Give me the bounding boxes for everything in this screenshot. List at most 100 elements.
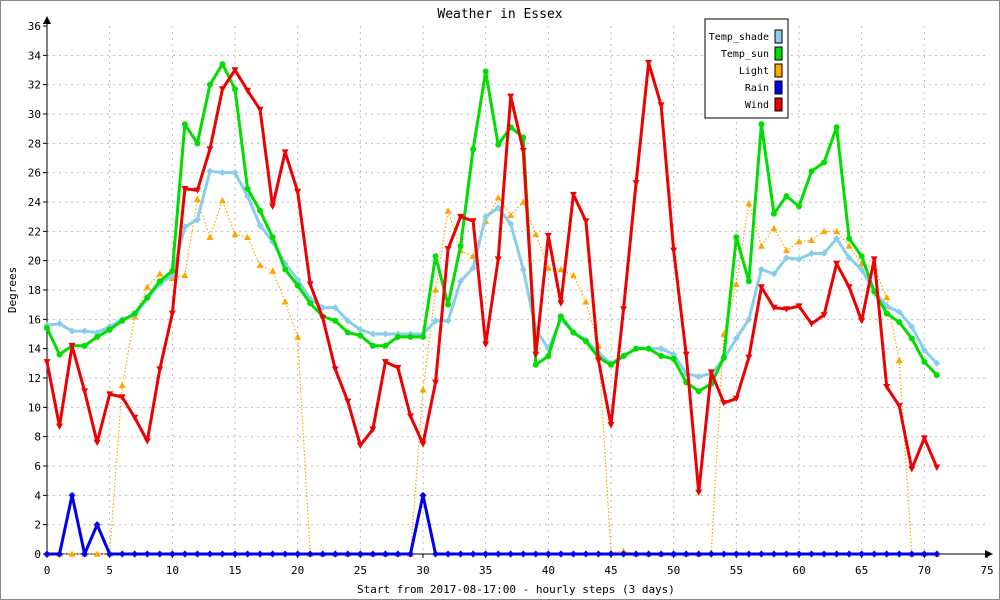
- data-point-wind: [519, 147, 527, 155]
- data-point-rain: [607, 550, 615, 558]
- series-line-wind: [45, 61, 939, 494]
- data-point-wind: [381, 359, 389, 366]
- series-line-light: [47, 197, 937, 555]
- data-point-wind: [883, 384, 891, 391]
- data-point-rain: [68, 491, 76, 499]
- data-point-wind: [306, 281, 314, 288]
- data-point-wind: [231, 67, 239, 74]
- data-point-temp-sun: [219, 61, 226, 68]
- data-point-rain: [707, 550, 715, 558]
- data-point-rain: [770, 550, 778, 558]
- data-point-light: [757, 242, 765, 249]
- data-point-wind: [56, 423, 64, 430]
- data-point-rain: [782, 550, 790, 558]
- data-point-light: [507, 211, 515, 218]
- x-tick-label: 60: [792, 564, 805, 577]
- data-point-wind: [81, 388, 89, 395]
- data-point-wind: [795, 303, 803, 310]
- data-point-temp-shade: [256, 221, 264, 229]
- data-point-temp-sun: [570, 329, 577, 336]
- y-tick-label: 12: [28, 372, 41, 385]
- data-point-wind: [68, 342, 76, 350]
- data-point-temp-sun: [232, 86, 238, 93]
- data-point-wind: [457, 213, 465, 221]
- data-point-light: [494, 194, 502, 201]
- data-point-light: [770, 224, 778, 232]
- data-point-wind: [908, 466, 916, 473]
- data-point-temp-shade: [81, 327, 89, 335]
- data-point-temp-shade: [507, 220, 515, 228]
- data-point-temp-sun: [194, 140, 201, 147]
- data-point-rain: [218, 550, 226, 558]
- y-tick-label: 32: [28, 79, 41, 92]
- data-point-rain: [695, 550, 703, 558]
- data-point-wind: [43, 359, 51, 366]
- x-tick-label: 15: [228, 564, 241, 577]
- data-point-rain: [532, 550, 540, 558]
- data-point-wind: [820, 312, 828, 319]
- data-point-wind: [281, 149, 289, 156]
- y-tick-label: 6: [34, 460, 41, 473]
- data-point-wind: [895, 403, 903, 410]
- data-point-temp-sun: [432, 253, 439, 260]
- y-tick-label: 22: [28, 225, 41, 238]
- data-point-temp-shade: [845, 254, 853, 262]
- data-point-temp-shade: [193, 216, 201, 224]
- data-point-temp-sun: [482, 68, 489, 75]
- data-point-temp-sun: [169, 267, 176, 274]
- data-point-light: [281, 298, 289, 305]
- data-point-wind: [432, 379, 440, 386]
- data-point-rain: [482, 550, 490, 558]
- data-point-temp-shade: [457, 277, 465, 285]
- data-point-rain: [732, 550, 740, 558]
- legend-swatch: [774, 80, 783, 95]
- data-point-wind: [168, 310, 176, 317]
- data-point-temp-shade: [432, 317, 440, 325]
- y-tick-label: 28: [28, 137, 41, 150]
- data-point-temp-sun: [206, 81, 213, 88]
- y-tick-label: 20: [28, 255, 41, 268]
- data-point-wind: [594, 357, 602, 364]
- legend-label: Light: [739, 66, 769, 77]
- x-tick-label: 45: [604, 564, 617, 577]
- data-point-temp-shade: [444, 317, 452, 325]
- data-point-temp-sun: [783, 193, 790, 200]
- data-point-temp-sun: [733, 234, 740, 241]
- data-point-wind: [670, 247, 678, 254]
- data-point-light: [808, 236, 816, 243]
- data-point-light: [193, 195, 201, 202]
- data-point-temp-shade: [181, 223, 189, 231]
- data-point-wind: [444, 246, 452, 253]
- data-point-rain: [808, 550, 816, 558]
- data-point-wind: [544, 232, 552, 240]
- data-point-temp-shade: [757, 265, 765, 273]
- data-point-rain: [256, 550, 264, 558]
- x-tick-label: 10: [166, 564, 179, 577]
- data-point-light: [143, 283, 151, 290]
- data-point-temp-shade: [833, 235, 841, 243]
- data-point-temp-sun: [908, 335, 915, 342]
- data-point-wind: [632, 180, 640, 187]
- x-tick-label: 65: [855, 564, 868, 577]
- data-point-temp-sun: [758, 121, 765, 128]
- data-point-rain: [582, 550, 590, 558]
- x-axis-label: Start from 2017-08-17:00 - hourly steps …: [357, 583, 675, 596]
- data-point-temp-shade: [782, 254, 790, 262]
- data-point-light: [444, 207, 452, 214]
- data-point-temp-shade: [231, 169, 239, 177]
- data-point-light: [532, 230, 540, 238]
- data-point-rain: [870, 550, 878, 558]
- data-point-light: [231, 230, 239, 238]
- data-point-rain: [519, 550, 527, 558]
- data-point-temp-shade: [331, 304, 339, 312]
- y-tick-label: 14: [28, 343, 42, 356]
- data-point-temp-sun: [369, 342, 376, 349]
- data-point-temp-sun: [332, 317, 339, 324]
- data-point-temp-sun: [470, 146, 477, 153]
- data-point-temp-sun: [933, 372, 940, 379]
- data-point-rain: [494, 550, 502, 558]
- data-point-temp-sun: [532, 361, 539, 368]
- y-tick-label: 10: [28, 401, 41, 414]
- data-point-wind: [557, 300, 565, 307]
- data-point-rain: [193, 550, 201, 558]
